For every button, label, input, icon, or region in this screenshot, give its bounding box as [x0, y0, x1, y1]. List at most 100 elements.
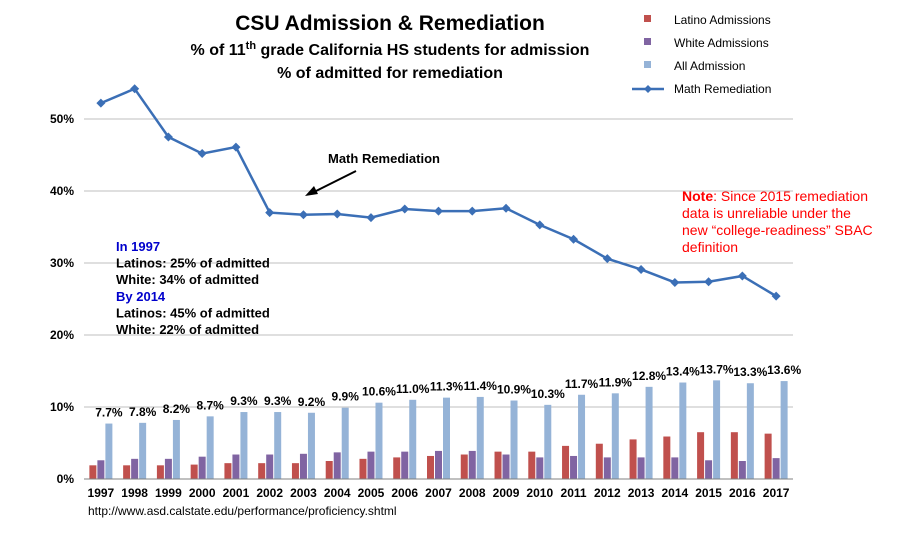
line-marker	[467, 206, 477, 216]
legend-label: Latino Admissions	[674, 13, 771, 27]
bar	[595, 443, 603, 479]
bar	[611, 393, 619, 479]
bar	[190, 464, 198, 479]
bar-data-label: 8.2%	[163, 402, 191, 416]
bar-data-label: 10.9%	[497, 383, 531, 397]
x-tick-label: 2010	[526, 486, 553, 500]
note-line: Note: Since 2015 remediation	[682, 188, 868, 204]
line-marker	[569, 234, 579, 244]
line-marker	[501, 203, 511, 213]
bar	[232, 454, 240, 479]
x-tick-label: 2002	[256, 486, 283, 500]
bar-series-0	[89, 432, 772, 479]
line-marker	[704, 277, 714, 287]
annotation-arrow	[311, 170, 357, 194]
bar	[502, 454, 510, 479]
bar	[697, 432, 705, 479]
bar	[291, 463, 299, 479]
chart-subtitle-2: % of admitted for remediation	[277, 65, 503, 82]
bar-data-label: 9.3%	[264, 394, 292, 408]
bar	[603, 457, 611, 479]
bar	[131, 458, 139, 479]
x-tick-label: 1999	[155, 486, 182, 500]
bar	[746, 383, 754, 479]
bar	[536, 457, 544, 479]
line-marker	[636, 264, 646, 274]
bar	[772, 458, 780, 479]
bar-data-label: 11.0%	[396, 382, 430, 396]
bar-data-label: 7.8%	[129, 405, 157, 419]
bar-data-label: 7.7%	[95, 406, 123, 420]
x-tick-label: 2011	[561, 486, 587, 500]
bar	[476, 396, 484, 479]
bar-data-label: 8.7%	[196, 398, 224, 412]
stat-line: In 1997	[116, 239, 160, 254]
y-tick-label: 30%	[50, 256, 74, 270]
line-marker	[163, 132, 173, 142]
bar	[427, 455, 434, 479]
bar-data-label: 13.7%	[700, 362, 734, 376]
x-tick-label: 2017	[763, 486, 790, 500]
note-line: new “college-readiness” SBAC	[682, 222, 873, 238]
y-axis: 0% 10% 20% 30% 40% 50%	[50, 112, 74, 486]
bar-data-label: 13.4%	[666, 365, 700, 379]
stat-line: Latinos: 25% of admitted	[116, 256, 270, 271]
bar	[679, 382, 687, 479]
stat-line: Latinos: 45% of admitted	[116, 305, 270, 320]
annotation-arrowhead	[305, 186, 318, 196]
bar	[359, 458, 367, 479]
bar-data-label: 9.9%	[332, 390, 360, 404]
x-axis: 1997 1998 1999 2000 2001 2002 2003 2004 2005 2006…	[84, 478, 793, 500]
legend-label: White Admissions	[674, 36, 769, 50]
legend-item: White Admissions	[644, 36, 769, 50]
line-marker	[535, 220, 545, 230]
bar	[139, 422, 147, 479]
y-tick-label: 50%	[50, 112, 74, 126]
x-tick-label: 2014	[661, 486, 688, 500]
line-series	[96, 84, 781, 301]
line-marker	[670, 277, 680, 287]
bar	[510, 400, 518, 479]
bar	[224, 463, 232, 479]
line-marker	[197, 149, 207, 159]
bar	[89, 465, 97, 479]
y-tick-label: 0%	[57, 472, 75, 486]
x-tick-label: 2015	[695, 486, 722, 500]
bar	[164, 458, 172, 479]
bar-data-label: 11.9%	[599, 375, 633, 389]
line-marker	[298, 210, 308, 220]
bar	[578, 394, 586, 479]
line-marker	[737, 271, 747, 281]
bar	[401, 451, 409, 479]
bar	[528, 451, 536, 479]
line-marker	[602, 254, 612, 264]
legend-marker	[644, 85, 652, 93]
legend-item: Latino Admissions	[644, 13, 771, 27]
x-tick-label: 2005	[358, 486, 385, 500]
x-tick-label: 2003	[290, 486, 317, 500]
y-tick-label: 20%	[50, 328, 74, 342]
line-marker	[366, 213, 376, 223]
x-tick-label: 2013	[628, 486, 655, 500]
bar	[435, 450, 442, 479]
x-tick-label: 2006	[391, 486, 418, 500]
legend-item: All Admission	[644, 59, 745, 73]
bar	[460, 454, 468, 479]
x-tick-label: 2016	[729, 486, 756, 500]
bar	[443, 397, 450, 479]
note-line: definition	[682, 239, 738, 255]
bar	[274, 412, 282, 479]
stat-line: White: 34% of admitted	[116, 272, 259, 287]
bar	[738, 461, 746, 479]
bar	[629, 439, 637, 479]
bar	[206, 416, 214, 479]
bar	[325, 461, 333, 479]
bar	[645, 386, 653, 479]
x-tick-label: 2004	[324, 486, 351, 500]
bar	[307, 412, 315, 479]
x-tick-label: 2008	[459, 486, 486, 500]
bar-data-label: 13.3%	[733, 365, 767, 379]
x-tick-label: 2001	[223, 486, 250, 500]
